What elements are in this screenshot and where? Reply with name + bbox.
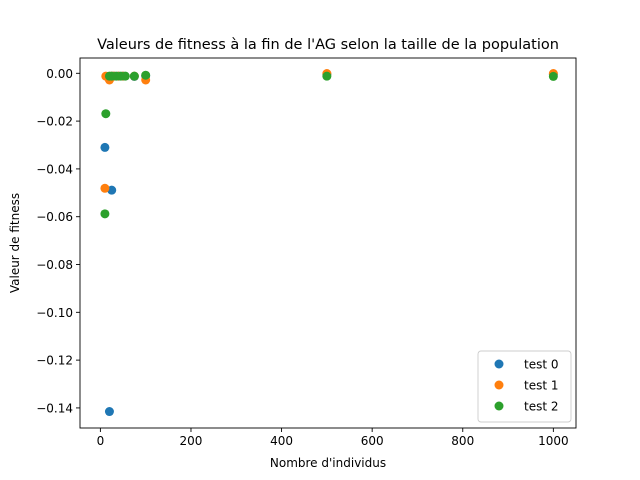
x-tick-label: 600	[361, 434, 384, 448]
data-point	[107, 185, 117, 195]
data-point	[100, 142, 110, 152]
legend-label: test 0	[524, 358, 559, 372]
x-tick-label: 1000	[538, 434, 569, 448]
y-tick-label: −0.10	[36, 306, 73, 320]
data-point	[129, 71, 139, 81]
x-tick-label: 800	[451, 434, 474, 448]
data-point	[100, 183, 110, 193]
legend-label: test 2	[524, 400, 559, 414]
chart-title: Valeurs de fitness à la fin de l'AG selo…	[97, 37, 559, 53]
x-tick-label: 0	[97, 434, 105, 448]
legend-marker	[494, 401, 504, 411]
x-axis-label: Nombre d'individus	[270, 456, 386, 470]
legend-label: test 1	[524, 379, 559, 393]
data-points	[100, 69, 558, 417]
data-point	[104, 407, 114, 417]
y-tick-label: −0.12	[36, 354, 73, 368]
y-tick-label: −0.04	[36, 162, 73, 176]
y-tick-label: 0.00	[46, 67, 73, 81]
series-2	[100, 70, 558, 219]
legend: test 0 test 1 test 2	[477, 350, 572, 423]
legend-marker	[494, 380, 504, 390]
y-tick-label: −0.08	[36, 258, 73, 272]
legend-marker	[494, 359, 504, 369]
y-tick-label: −0.06	[36, 210, 73, 224]
data-point	[120, 71, 130, 81]
y-axis-label: Valeur de fitness	[8, 193, 22, 293]
data-point	[548, 71, 558, 81]
y-tick-label: −0.14	[36, 401, 73, 415]
data-point	[101, 109, 111, 119]
data-point	[322, 71, 332, 81]
data-point	[100, 209, 110, 219]
ticks: 0 200 400 600 800 1000 0.00 −0.02 −0.04 −0.06 −0.0…	[36, 67, 568, 448]
data-point	[141, 70, 151, 80]
y-tick-label: −0.02	[36, 115, 73, 129]
x-tick-label: 200	[180, 434, 203, 448]
x-tick-label: 400	[270, 434, 293, 448]
plot-frame	[79, 57, 577, 429]
